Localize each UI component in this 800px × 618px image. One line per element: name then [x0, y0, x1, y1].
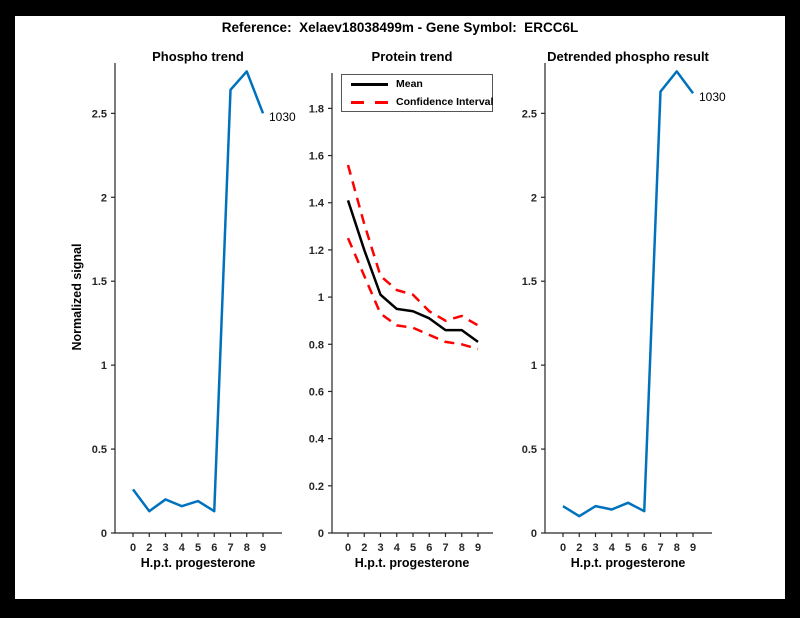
x-axis-tick-label: 5 [195, 542, 201, 554]
y-axis-tick-label: 1 [531, 360, 537, 372]
protein-trend-plot: 0 2 3 4 5 6 7 8 900.20.40.60.811.21.41.61.8 [309, 73, 493, 554]
legend-row-confidence-interval: Confidence Interval [342, 93, 494, 111]
y-axis-tick-label: 1 [318, 292, 324, 304]
y-axis-tick-label: 1.5 [522, 276, 537, 288]
y-axis-tick-label: 0.6 [309, 386, 324, 398]
phospho-endpoint-annotation: 1030 [269, 110, 296, 125]
mean-line-sample [351, 82, 388, 86]
y-axis-tick-label: 0.5 [92, 444, 107, 456]
y-axis-tick-label: 0.2 [309, 481, 324, 493]
y-axis-label: Normalized signal [70, 243, 84, 351]
protein-trend-title: Protein trend [371, 49, 453, 64]
legend-row-mean: Mean [342, 75, 492, 93]
axis-spine [331, 73, 493, 534]
x-axis-tick-label: 4 [179, 542, 186, 554]
y-axis-tick-label: 2 [531, 192, 537, 204]
series-line-detrended-phospho-signal [562, 70, 695, 518]
phospho-trend-title: Phospho trend [152, 49, 244, 64]
x-axis-tick-label: 6 [426, 542, 432, 554]
detrended-phospho-plot: 0 2 3 4 5 6 7 8 900.511.522.5 [522, 63, 712, 554]
matlab-figure-canvas: Reference: Xelaev18038499m - Gene Symbol… [15, 16, 785, 599]
x-axis-tick-label: 7 [657, 542, 663, 554]
y-axis-tick-label: 0 [318, 528, 324, 540]
y-axis-tick-label: 1.5 [92, 276, 107, 288]
detrended-endpoint-annotation: 1030 [699, 90, 726, 105]
series-line-phospho-signal [131, 70, 265, 513]
x-axis-tick-label: 7 [442, 542, 448, 554]
y-axis-tick-label: 1 [101, 360, 107, 372]
y-axis-tick-label: 2 [101, 192, 107, 204]
y-axis-tick-label: 1.6 [309, 151, 324, 163]
y-axis-tick-label: 0.5 [522, 444, 537, 456]
y-axis-tick-label: 2.5 [522, 108, 537, 120]
y-axis-tick-label: 0 [101, 528, 107, 540]
series-line-confidence-interval-upper [346, 164, 479, 327]
legend-label-mean: Mean [396, 78, 423, 90]
legend-box: Mean Confidence Interval [341, 74, 493, 112]
y-axis-tick-label: 1.4 [309, 198, 325, 210]
x-axis-tick-label: 0 [130, 542, 136, 554]
x-axis-tick-label: 2 [576, 542, 582, 554]
x-axis-tick-label: 6 [641, 542, 647, 554]
x-axis-tick-label: 5 [410, 542, 416, 554]
y-axis-tick-label: 0.8 [309, 339, 324, 351]
x-axis-tick-label: 0 [345, 542, 351, 554]
y-axis-tick-label: 1.8 [309, 103, 324, 115]
y-axis-tick-label: 0.4 [309, 434, 325, 446]
x-axis-tick-label: 8 [459, 542, 465, 554]
x-axis-tick-label: 2 [361, 542, 367, 554]
x-axis-tick-label: 0 [560, 542, 566, 554]
x-axis-label-phospho: H.p.t. progesterone [140, 556, 256, 570]
phospho-trend-plot: 0 2 3 4 5 6 7 8 900.511.522.5 [92, 63, 282, 554]
x-axis-tick-label: 3 [377, 542, 383, 554]
legend-label-confidence-interval: Confidence Interval [396, 96, 494, 108]
x-axis-label-protein: H.p.t. progesterone [354, 556, 470, 570]
x-axis-tick-label: 3 [592, 542, 598, 554]
axis-spine [544, 63, 712, 534]
y-axis-tick-label: 2.5 [92, 108, 107, 120]
x-axis-tick-label: 6 [211, 542, 217, 554]
x-axis-tick-label: 5 [625, 542, 631, 554]
x-axis-tick-label: 9 [260, 542, 266, 554]
plots-svg: 0 2 3 4 5 6 7 8 900.511.522.5 0 2 3 4 5 6 7 8 900.20.40.… [92, 63, 712, 554]
detrended-phospho-title: Detrended phospho result [547, 49, 709, 64]
x-axis-tick-label: 2 [146, 542, 152, 554]
x-axis-tick-label: 9 [475, 542, 481, 554]
series-line-confidence-interval-lower [346, 237, 479, 351]
y-axis-tick-label: 1.2 [309, 245, 324, 257]
confidence-interval-line-sample [351, 100, 388, 104]
x-axis-tick-label: 7 [227, 542, 233, 554]
axis-spine [114, 63, 282, 534]
x-axis-tick-label: 8 [244, 542, 250, 554]
x-axis-tick-label: 9 [690, 542, 696, 554]
series-line-mean [346, 199, 479, 343]
x-axis-tick-label: 4 [609, 542, 616, 554]
x-axis-tick-label: 4 [394, 542, 401, 554]
x-axis-label-detrended: H.p.t. progesterone [570, 556, 686, 570]
y-axis-tick-label: 0 [531, 528, 537, 540]
x-axis-tick-label: 3 [162, 542, 168, 554]
figure-title: Reference: Xelaev18038499m - Gene Symbol… [221, 20, 579, 35]
x-axis-tick-label: 8 [674, 542, 680, 554]
